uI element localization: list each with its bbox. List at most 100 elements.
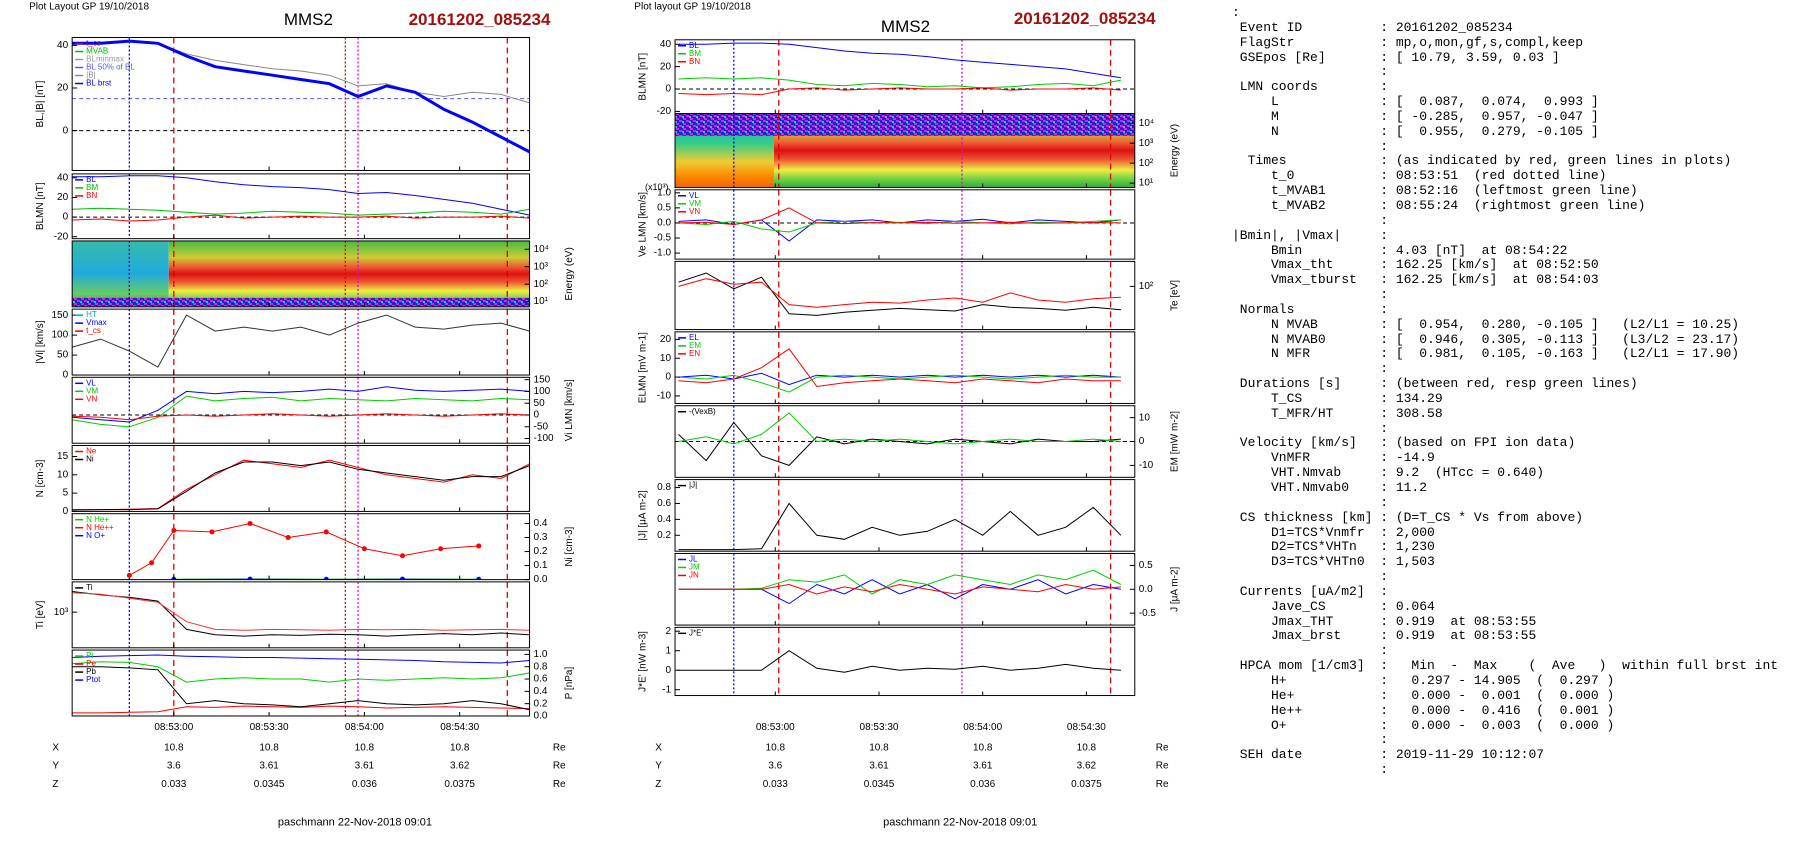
y-tick-label: 20 [660,61,672,72]
y-tick-label: 0 [665,372,671,383]
info-line: Event ID : 20161202_085234 [1232,19,1513,35]
info-line: : [1232,569,1389,585]
panel-frame [674,39,1136,115]
series-line [72,413,530,421]
legend-label: BL [86,175,96,184]
legend-label: MVAB [86,47,108,56]
panel-frame [71,513,531,581]
y-tick-label: -0.5 [654,233,672,244]
y-axis-label: EM [mW m-2] [1169,411,1180,472]
info-line: N MVAB0 : [ 0.946, 0.305, -0.113 ] (L3/L… [1232,331,1740,347]
y-tick-label: 10² [1139,158,1154,169]
info-line: L : [ 0.087, 0.074, 0.993 ] [1232,94,1599,110]
series-line [678,87,1121,96]
legend-label: Ti [86,583,93,592]
y-tick-label: 0.2 [534,546,548,557]
y-tick-label: 0 [534,410,540,421]
y-tick-label: 0.4 [534,686,548,697]
info-line: HPCA mom [1/cm3] : Min - Max ( Ave ) wit… [1232,658,1779,674]
series-line [72,459,530,511]
ephem-unit: Re [1156,779,1169,790]
y-tick-label: 1.0 [657,187,671,198]
series-line [678,374,1121,393]
y-tick-label: 100 [534,386,551,397]
y-tick-label: 0.3 [534,532,548,543]
legend-label: VN [86,394,97,403]
series-line [72,654,530,664]
data-point [149,560,155,566]
panel-frame [674,113,1136,189]
plot-title: MMS2 [881,17,930,36]
legend-label: N He+ [86,515,109,524]
ephem-label: Z [52,779,58,790]
info-line: VHT.Nmvab : 9.2 (HTcc = 0.640) [1232,465,1545,481]
y-tick-label: 50 [534,398,546,409]
panel-frame [674,331,1136,404]
legend-label: Ne [86,447,97,456]
x-tick-label: 08:53:00 [154,722,193,733]
panel-frame [674,479,1136,552]
ephem-value: 0.036 [352,779,377,790]
info-line: D1=TCS*Vnmfr : 2,000 [1232,524,1435,540]
legend-label: EM [689,341,701,350]
y-axis-label: ELMN [mV m-1] [638,332,649,403]
series-line [72,386,530,423]
panel [675,405,1135,478]
y-tick-label: 0.1 [534,560,548,571]
y-tick-label: 10³ [54,607,69,618]
series-line [678,278,1121,308]
panel [678,261,1121,330]
panel-frame [71,173,531,240]
data-point [209,529,215,535]
series-line [72,666,530,711]
ephem-value: 0.033 [763,779,788,790]
legend-label: t_cs [86,326,101,335]
info-line: Bmin : 4.03 [nT] at 08:54:22 [1232,242,1568,258]
panel [678,553,1122,626]
legend-label: EN [689,349,700,358]
ephem-value: 0.033 [161,779,186,790]
y-tick-label: 10² [534,279,549,290]
info-line: |Bmin|, |Vmax| : [1232,227,1389,243]
series-line [72,461,530,511]
ephem-value: 10.8 [259,742,279,753]
y-tick-label: 20 [57,192,69,203]
ephem-value: 3.61 [973,761,993,772]
ephem-unit: Re [1156,742,1169,753]
legend-label: Pe [86,659,96,668]
ephem-value: 3.6 [167,761,181,772]
panel [678,479,1122,552]
y-axis-label: N [cm-3] [35,459,46,497]
panel [72,173,530,239]
legend-label: VM [689,199,701,208]
info-line: Velocity [km/s] : (based on FPI ion data… [1232,435,1576,451]
legend-label: J*E' [689,628,703,637]
series-line [678,372,1121,386]
y-tick-label: -10 [1139,460,1154,471]
info-line: He++ : 0.000 - 0.416 ( 0.001 ) [1232,702,1615,718]
panel [678,331,1121,404]
data-point [438,546,444,552]
ephem-value: 0.036 [970,779,995,790]
panel-frame [674,260,1136,331]
ephem-value: 10.8 [766,742,786,753]
y-tick-label: 20 [57,83,69,94]
info-line: O+ : 0.000 - 0.003 ( 0.000 ) [1232,717,1615,733]
plot-header: Plot Layout GP 19/10/2018 [29,1,149,12]
data-point [476,576,482,580]
y-axis-label: J*E' [nW m-3] [638,631,649,692]
info-line: : [1232,212,1389,228]
info-line: t_0 : 08:53:51 (red dotted line) [1232,168,1607,184]
y-tick-label: 0.8 [534,661,548,672]
axis-annotation: (x10³) [645,182,669,192]
series-line [678,348,1121,388]
x-tick-label: 08:53:00 [756,722,795,733]
x-tick-label: 08:53:30 [860,722,899,733]
plots: Plot Layout GP 19/10/2018 MMS2 20161202_08… [29,1,1180,828]
y-tick-label: -50 [534,421,549,432]
y-tick-label: -0.5 [1139,608,1157,619]
data-point [285,535,291,541]
ephem-value: 0.0375 [1071,779,1102,790]
data-point [323,576,329,580]
series-line [72,314,530,368]
